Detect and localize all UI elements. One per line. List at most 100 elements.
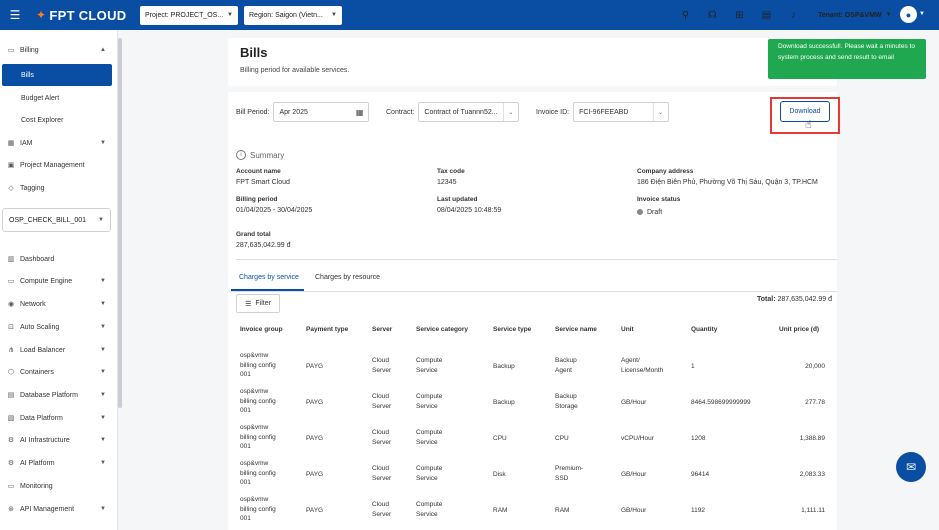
sidebar-item-label: Billing: [20, 46, 39, 54]
sidebar-item-ai-infrastructure[interactable]: ⚙ AI Infrastructure ▼: [0, 429, 114, 451]
sidebar-item-tagging[interactable]: ◇ Tagging: [0, 177, 114, 199]
cell-invoice-group: osp&vmw billing config 001: [240, 460, 276, 486]
chevron-up-icon: ▲: [100, 47, 106, 53]
monitoring-icon: ▭: [7, 483, 15, 490]
sidebar-subitem-label: Bills: [21, 71, 34, 79]
content-card: [228, 92, 837, 530]
sidebar-item-database-platform[interactable]: ▤ Database Platform ▼: [0, 384, 114, 406]
sidebar-subitem-cost-explorer[interactable]: Cost Explorer: [2, 109, 112, 131]
table-row[interactable]: osp&vmw billing config 001 PAYG Cloud Se…: [228, 351, 837, 387]
sidebar-item-ai-platform[interactable]: ⚙ AI Platform ▼: [0, 452, 114, 474]
sidebar-item-auto-scaling[interactable]: ⊡ Auto Scaling ▼: [0, 316, 114, 338]
chevron-down-icon: ▼: [885, 12, 892, 18]
table-row[interactable]: osp&vmw billing config 001 PAYG Cloud Se…: [228, 387, 837, 423]
chevron-down-icon: ▼: [100, 324, 106, 330]
rocket-icon[interactable]: ⚲: [681, 9, 690, 21]
chevron-down-icon: ▼: [100, 392, 106, 398]
download-highlight-box: [770, 97, 840, 134]
bell-icon[interactable]: ♪: [791, 9, 796, 21]
sidebar-item-data-platform[interactable]: ▧ Data Platform ▼: [0, 407, 114, 429]
sidebar-item-load-balancer[interactable]: ⋔ Load Balancer ▼: [0, 339, 114, 361]
chevron-down-icon[interactable]: ▼: [919, 11, 925, 17]
table-row[interactable]: osp&vmw billing config 001 PAYG Cloud Se…: [228, 495, 837, 530]
ai-platform-icon: ⚙: [7, 460, 15, 467]
cell-unit-price: 20,000: [805, 363, 825, 370]
contract-value: Contract of Tuannn52...: [424, 108, 498, 116]
cell-invoice-group: osp&vmw billing config 001: [240, 388, 276, 414]
notes-icon[interactable]: ▤: [761, 9, 772, 21]
compute-icon: ▭: [7, 278, 15, 285]
chevron-down-icon: ▼: [98, 217, 104, 223]
sidebar-item-project-management[interactable]: ▣ Project Management: [0, 154, 114, 176]
sidebar-subitem-bills[interactable]: Bills: [2, 64, 112, 86]
info-icon: i: [236, 150, 246, 160]
sidebar-subitem-budget-alert[interactable]: Budget Alert: [2, 87, 112, 109]
apps-icon[interactable]: ⊞: [735, 9, 744, 21]
hamburger-menu-icon[interactable]: ☰: [9, 8, 21, 22]
sidebar-subitem-label: Budget Alert: [21, 94, 60, 102]
bill-period-value: Apr 2025: [279, 108, 308, 116]
download-button[interactable]: Download: [780, 101, 830, 122]
cell-server: Cloud Server: [372, 429, 392, 446]
bill-period-input[interactable]: Apr 2025 ▦: [273, 102, 370, 122]
logo[interactable]: ✦ FPT CLOUD: [36, 8, 140, 23]
sidebar-item-billing[interactable]: ▭ Billing ▲: [0, 39, 114, 61]
cell-unit: vCPU/Hour: [621, 435, 654, 442]
sidebar-item-label: Auto Scaling: [20, 323, 60, 331]
project-select[interactable]: Project: PROJECT_OS... ▼: [140, 5, 238, 25]
grand-total-value: 287,635,042.99 đ: [236, 242, 291, 249]
region-select[interactable]: Region: Saigon (Vietn... ▼: [244, 5, 342, 25]
project-icon: ▣: [7, 162, 15, 169]
tenant-select[interactable]: Tenant: OSP&VMW ▼: [818, 0, 892, 30]
sidebar-item-monitoring[interactable]: ▭ Monitoring: [0, 475, 114, 497]
tab-charges-by-resource[interactable]: Charges by resource: [315, 274, 380, 281]
cell-service-name: Backup Storage: [555, 393, 578, 410]
cell-service-type: Disk: [493, 471, 506, 478]
sidebar-item-label: Compute Engine: [20, 277, 73, 285]
cell-unit-price: 2,083.33: [799, 471, 825, 478]
sidebar-scrollbar[interactable]: [118, 38, 122, 408]
logo-text: FPT CLOUD: [49, 7, 127, 23]
cell-service-category: Compute Service: [416, 393, 443, 410]
auto-scaling-icon: ⊡: [8, 324, 14, 331]
sidebar-item-network[interactable]: ◉ Network ▼: [0, 293, 114, 315]
sidebar-project-select[interactable]: OSP_CHECK_BILL_001 ▼: [2, 208, 111, 232]
chevron-down-icon: ▼: [100, 437, 106, 443]
tab-charges-by-service[interactable]: Charges by service: [239, 274, 299, 281]
sidebar-item-label: API Management: [20, 505, 75, 513]
announcement-fab-icon[interactable]: ✉: [896, 452, 926, 482]
invoice-id-value: FCI-96FEEABD: [579, 108, 629, 116]
filter-button[interactable]: ☰ Filter: [236, 294, 280, 313]
sidebar-project-value: OSP_CHECK_BILL_001: [9, 216, 87, 224]
network-icon: ◉: [7, 301, 15, 308]
sidebar-item-iam[interactable]: ▦ IAM ▼: [0, 132, 114, 154]
table-row[interactable]: osp&vmw billing config 001 PAYG Cloud Se…: [228, 423, 837, 459]
cell-service-type: RAM: [493, 507, 508, 514]
cell-unit: GB/Hour: [621, 471, 647, 478]
column-header-service-name: Service name: [555, 326, 597, 333]
sidebar-item-compute-engine[interactable]: ▭ Compute Engine ▼: [0, 270, 114, 292]
cell-payment-type: PAYG: [306, 363, 324, 370]
tabs-divider: [228, 291, 837, 292]
api-icon: ⊛: [8, 506, 14, 513]
contract-select[interactable]: Contract of Tuannn52... ⌄: [418, 102, 520, 122]
avatar[interactable]: ●: [900, 6, 917, 23]
last-updated-label: Last updated: [437, 196, 478, 203]
cell-service-category: Compute Service: [416, 465, 443, 482]
cell-invoice-group: osp&vmw billing config 001: [240, 496, 276, 522]
chevron-down-icon: ▼: [100, 506, 106, 512]
sidebar-item-containers[interactable]: ⬡ Containers ▼: [0, 361, 114, 383]
sidebar-item-api-management[interactable]: ⊛ API Management ▼: [0, 498, 114, 520]
iam-icon: ▦: [7, 140, 15, 147]
load-balancer-icon: ⋔: [8, 347, 14, 354]
sidebar-item-label: Tagging: [20, 184, 45, 192]
chevron-down-icon: ▼: [100, 415, 106, 421]
sidebar-item-dashboard[interactable]: ▥ Dashboard: [0, 248, 114, 270]
invoice-id-label: Invoice ID:: [536, 108, 570, 116]
calendar-icon[interactable]: ▦: [355, 107, 364, 117]
support-icon[interactable]: ☊: [708, 9, 717, 21]
table-row[interactable]: osp&vmw billing config 001 PAYG Cloud Se…: [228, 459, 837, 495]
summary-title-text: Summary: [250, 150, 285, 160]
invoice-id-select[interactable]: FCI-96FEEABD ⌄: [573, 102, 670, 122]
cell-quantity: 8464.598699999999: [691, 399, 751, 406]
